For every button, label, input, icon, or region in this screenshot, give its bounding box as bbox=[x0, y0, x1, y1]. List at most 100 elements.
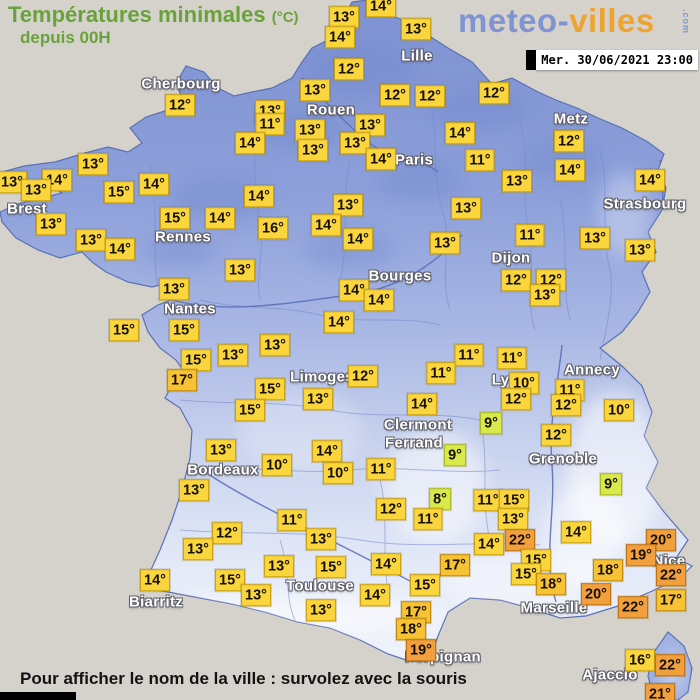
temp-badge[interactable]: 13° bbox=[498, 508, 528, 530]
temp-badge[interactable]: 15° bbox=[255, 378, 285, 400]
temp-badge[interactable]: 13° bbox=[295, 119, 325, 141]
temp-badge[interactable]: 13° bbox=[218, 344, 248, 366]
temp-badge[interactable]: 22° bbox=[618, 596, 648, 618]
temp-badge[interactable]: 12° bbox=[501, 269, 531, 291]
temp-badge[interactable]: 14° bbox=[407, 393, 437, 415]
temp-badge[interactable]: 16° bbox=[625, 649, 655, 671]
temp-badge[interactable]: 13° bbox=[306, 528, 336, 550]
temp-badge[interactable]: 14° bbox=[244, 185, 274, 207]
temp-badge[interactable]: 13° bbox=[306, 599, 336, 621]
temp-badge[interactable]: 15° bbox=[104, 181, 134, 203]
temp-badge[interactable]: 14° bbox=[474, 533, 504, 555]
temp-badge[interactable]: 13° bbox=[298, 139, 328, 161]
temp-badge[interactable]: 15° bbox=[181, 349, 211, 371]
temp-badge[interactable]: 13° bbox=[502, 170, 532, 192]
temp-badge[interactable]: 13° bbox=[530, 284, 560, 306]
temp-badge[interactable]: 13° bbox=[329, 6, 359, 28]
temp-badge[interactable]: 13° bbox=[241, 584, 271, 606]
temp-badge[interactable]: 10° bbox=[604, 399, 634, 421]
temp-badge[interactable]: 14° bbox=[325, 26, 355, 48]
temp-badge[interactable]: 14° bbox=[371, 553, 401, 575]
temp-badge[interactable]: 12° bbox=[165, 94, 195, 116]
temp-badge[interactable]: 12° bbox=[501, 388, 531, 410]
temp-badge[interactable]: 11° bbox=[413, 508, 443, 530]
temp-badge[interactable]: 14° bbox=[555, 159, 585, 181]
temp-badge[interactable]: 11° bbox=[465, 149, 495, 171]
temp-badge[interactable]: 10° bbox=[262, 454, 292, 476]
temp-badge[interactable]: 13° bbox=[303, 388, 333, 410]
temp-badge[interactable]: 18° bbox=[593, 559, 623, 581]
temp-badge[interactable]: 13° bbox=[333, 194, 363, 216]
temp-badge[interactable]: 14° bbox=[343, 228, 373, 250]
temp-badge[interactable]: 11° bbox=[515, 224, 545, 246]
temp-badge[interactable]: 15° bbox=[160, 207, 190, 229]
temp-badge[interactable]: 22° bbox=[655, 654, 685, 676]
temp-badge[interactable]: 21° bbox=[645, 683, 675, 700]
temp-badge[interactable]: 12° bbox=[376, 498, 406, 520]
temp-badge[interactable]: 13° bbox=[159, 278, 189, 300]
temp-badge[interactable]: 13° bbox=[580, 227, 610, 249]
temp-badge[interactable]: 9° bbox=[480, 412, 502, 434]
temp-badge[interactable]: 15° bbox=[169, 319, 199, 341]
temp-badge[interactable]: 14° bbox=[205, 207, 235, 229]
temp-badge[interactable]: 13° bbox=[625, 239, 655, 261]
temp-badge[interactable]: 13° bbox=[260, 334, 290, 356]
temp-badge[interactable]: 13° bbox=[264, 555, 294, 577]
temp-badge[interactable]: 20° bbox=[581, 583, 611, 605]
temp-badge[interactable]: 12° bbox=[541, 424, 571, 446]
temp-badge[interactable]: 13° bbox=[179, 479, 209, 501]
temp-badge[interactable]: 11° bbox=[366, 458, 396, 480]
temp-badge[interactable]: 14° bbox=[366, 148, 396, 170]
temp-badge[interactable]: 13° bbox=[206, 439, 236, 461]
temp-badge[interactable]: 11° bbox=[454, 344, 484, 366]
temp-badge[interactable]: 17° bbox=[656, 589, 686, 611]
temp-badge[interactable]: 14° bbox=[366, 0, 396, 17]
temp-badge[interactable]: 11° bbox=[473, 489, 503, 511]
temp-badge[interactable]: 13° bbox=[401, 18, 431, 40]
temp-badge[interactable]: 13° bbox=[430, 232, 460, 254]
temp-badge[interactable]: 14° bbox=[324, 311, 354, 333]
temp-badge[interactable]: 12° bbox=[479, 82, 509, 104]
meteo-villes-logo[interactable]: meteo-villes bbox=[458, 2, 655, 40]
temp-badge[interactable]: 13° bbox=[0, 171, 27, 193]
temp-badge[interactable]: 11° bbox=[426, 362, 456, 384]
temp-badge[interactable]: 10° bbox=[323, 462, 353, 484]
temp-badge[interactable]: 22° bbox=[656, 564, 686, 586]
temp-badge[interactable]: 14° bbox=[364, 289, 394, 311]
temp-badge[interactable]: 15° bbox=[109, 319, 139, 341]
temp-badge[interactable]: 8° bbox=[429, 488, 451, 510]
temp-badge[interactable]: 13° bbox=[183, 538, 213, 560]
temp-badge[interactable]: 14° bbox=[635, 169, 665, 191]
temp-badge[interactable]: 13° bbox=[21, 179, 51, 201]
temp-badge[interactable]: 12° bbox=[348, 365, 378, 387]
temp-badge[interactable]: 14° bbox=[140, 569, 170, 591]
temp-badge[interactable]: 11° bbox=[255, 113, 285, 135]
temp-badge[interactable]: 13° bbox=[451, 197, 481, 219]
temp-badge[interactable]: 12° bbox=[334, 58, 364, 80]
temp-badge[interactable]: 18° bbox=[536, 573, 566, 595]
temp-badge[interactable]: 17° bbox=[440, 554, 470, 576]
temp-badge[interactable]: 12° bbox=[554, 130, 584, 152]
temp-badge[interactable]: 15° bbox=[410, 574, 440, 596]
temp-badge[interactable]: 12° bbox=[212, 522, 242, 544]
temp-badge[interactable]: 9° bbox=[444, 444, 466, 466]
temp-badge[interactable]: 14° bbox=[360, 584, 390, 606]
temp-badge[interactable]: 14° bbox=[235, 132, 265, 154]
temp-badge[interactable]: 12° bbox=[415, 85, 445, 107]
temp-badge[interactable]: 11° bbox=[497, 347, 527, 369]
temp-badge[interactable]: 14° bbox=[312, 440, 342, 462]
temp-badge[interactable]: 13° bbox=[355, 114, 385, 136]
temp-badge[interactable]: 13° bbox=[300, 79, 330, 101]
temp-badge[interactable]: 14° bbox=[561, 521, 591, 543]
temp-badge[interactable]: 13° bbox=[225, 259, 255, 281]
temp-badge[interactable]: 14° bbox=[339, 279, 369, 301]
temp-badge[interactable]: 14° bbox=[139, 173, 169, 195]
temp-badge[interactable]: 13° bbox=[36, 213, 66, 235]
temp-badge[interactable]: 19° bbox=[406, 639, 436, 661]
temp-badge[interactable]: 17° bbox=[167, 369, 197, 391]
temp-badge[interactable]: 19° bbox=[626, 544, 656, 566]
temp-badge[interactable]: 18° bbox=[396, 618, 426, 640]
temp-badge[interactable]: 9° bbox=[600, 473, 622, 495]
temp-badge[interactable]: 14° bbox=[42, 169, 72, 191]
temp-badge[interactable]: 12° bbox=[551, 394, 581, 416]
